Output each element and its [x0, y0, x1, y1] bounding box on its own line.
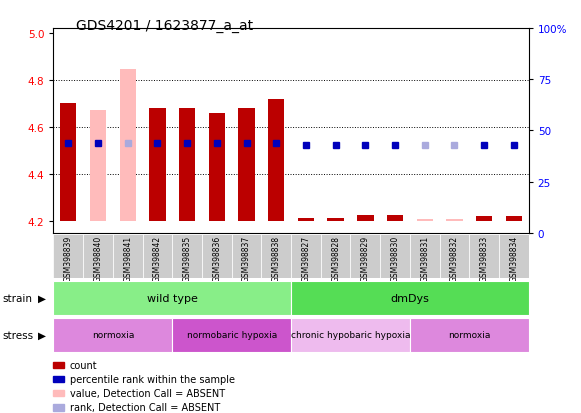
Text: GSM398837: GSM398837 [242, 235, 251, 282]
Text: GSM398841: GSM398841 [123, 235, 132, 282]
Bar [380, 234, 410, 279]
Bar [350, 234, 380, 279]
Bar [53, 281, 291, 315]
Text: GSM398840: GSM398840 [94, 235, 102, 282]
Bar [291, 234, 321, 279]
Bar [113, 234, 142, 279]
Text: GDS4201 / 1623877_a_at: GDS4201 / 1623877_a_at [76, 19, 253, 33]
Bar [469, 234, 499, 279]
Bar [202, 234, 232, 279]
Bar [209, 114, 225, 222]
Text: GSM398827: GSM398827 [302, 235, 310, 282]
Bar [172, 318, 291, 352]
Bar [387, 216, 403, 222]
Bar [60, 104, 77, 222]
Bar [149, 109, 166, 222]
Text: stress: stress [3, 330, 34, 340]
Bar [357, 216, 374, 222]
Bar [142, 234, 172, 279]
Text: ▶: ▶ [38, 293, 46, 303]
Bar [90, 111, 106, 222]
Bar [53, 234, 83, 279]
Text: GSM398835: GSM398835 [182, 235, 192, 282]
Text: GSM398839: GSM398839 [64, 235, 73, 282]
Bar [83, 234, 113, 279]
Text: count: count [70, 360, 98, 370]
Bar [328, 218, 344, 222]
Text: GSM398831: GSM398831 [420, 235, 429, 282]
Bar [321, 234, 350, 279]
Text: GSM398842: GSM398842 [153, 235, 162, 282]
Bar [291, 318, 410, 352]
Text: GSM398832: GSM398832 [450, 235, 459, 282]
Bar [446, 219, 462, 222]
Bar [232, 234, 261, 279]
Text: ▶: ▶ [38, 330, 46, 340]
Text: normoxia: normoxia [92, 330, 134, 339]
Text: GSM398830: GSM398830 [390, 235, 400, 282]
Text: GSM398829: GSM398829 [361, 235, 370, 282]
Bar [291, 281, 529, 315]
Text: GSM398833: GSM398833 [480, 235, 489, 282]
Bar [172, 234, 202, 279]
Bar [476, 217, 492, 222]
Text: strain: strain [3, 293, 33, 303]
Bar [417, 219, 433, 222]
Bar [410, 234, 440, 279]
Text: GSM398828: GSM398828 [331, 235, 340, 281]
Bar [268, 100, 284, 222]
Bar [53, 318, 172, 352]
Bar [410, 318, 529, 352]
Bar [440, 234, 469, 279]
Text: rank, Detection Call = ABSENT: rank, Detection Call = ABSENT [70, 402, 220, 413]
Bar [120, 70, 136, 222]
Text: percentile rank within the sample: percentile rank within the sample [70, 374, 235, 385]
Bar [238, 109, 254, 222]
Text: GSM398838: GSM398838 [272, 235, 281, 282]
Text: normobaric hypoxia: normobaric hypoxia [187, 330, 277, 339]
Bar [505, 217, 522, 222]
Text: normoxia: normoxia [448, 330, 490, 339]
Text: GSM398834: GSM398834 [510, 235, 518, 282]
Bar [499, 234, 529, 279]
Bar [179, 109, 195, 222]
Text: chronic hypobaric hypoxia: chronic hypobaric hypoxia [290, 330, 410, 339]
Text: value, Detection Call = ABSENT: value, Detection Call = ABSENT [70, 388, 225, 399]
Text: wild type: wild type [147, 293, 198, 303]
Bar [298, 218, 314, 222]
Bar [261, 234, 291, 279]
Text: dmDys: dmDys [390, 293, 429, 303]
Text: GSM398836: GSM398836 [212, 235, 221, 282]
